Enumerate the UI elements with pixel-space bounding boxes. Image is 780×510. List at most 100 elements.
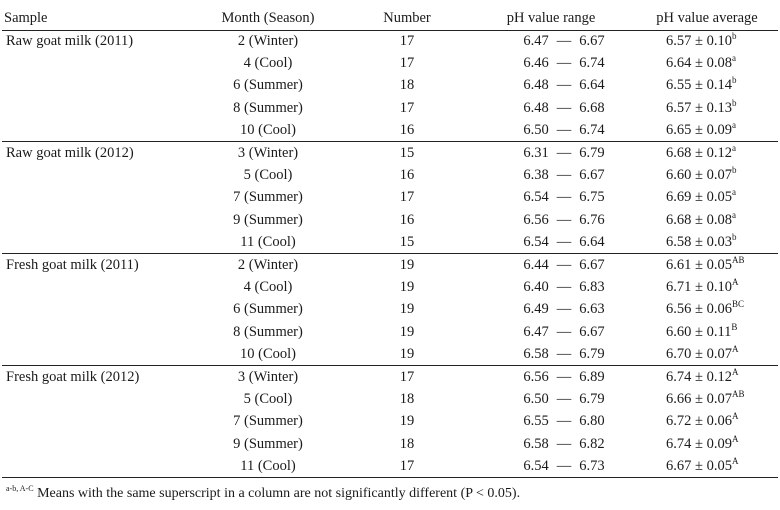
significance-superscript: A xyxy=(731,455,739,466)
range-low: 6.50 xyxy=(523,390,549,407)
range-high: 6.79 xyxy=(579,144,605,161)
range-low: 6.48 xyxy=(523,99,549,116)
cell-sample xyxy=(2,433,188,455)
average-value: 6.60 ± 0.11 xyxy=(666,323,732,340)
cell-month: 3 (Winter) xyxy=(188,141,348,165)
average-value: 6.57 ± 0.10 xyxy=(666,32,732,49)
range-separator: — xyxy=(556,256,572,273)
range-separator: — xyxy=(556,390,572,407)
average-value: 6.66 ± 0.07 xyxy=(666,390,732,407)
range-low: 6.31 xyxy=(523,144,549,161)
range-high: 6.64 xyxy=(579,233,605,250)
average-value: 6.64 ± 0.08 xyxy=(666,55,732,72)
significance-superscript: a xyxy=(731,142,736,153)
range-separator: — xyxy=(556,233,572,250)
footnote-text: Means with the same superscript in a col… xyxy=(37,486,521,501)
range-high: 6.82 xyxy=(579,435,605,452)
header-average: pH value average xyxy=(636,8,778,31)
significance-superscript: b xyxy=(731,97,737,108)
range-low: 6.38 xyxy=(523,167,549,184)
header-sample: Sample xyxy=(2,8,188,31)
cell-number: 17 xyxy=(348,365,466,389)
table-header-row: Sample Month (Season) Number pH value ra… xyxy=(2,8,778,31)
cell-number: 19 xyxy=(348,253,466,277)
cell-average: 6.74 ± 0.12A xyxy=(636,365,778,389)
range-low: 6.55 xyxy=(523,413,549,430)
cell-month: 9 (Summer) xyxy=(233,211,303,228)
range-separator: — xyxy=(556,32,572,49)
cell-number: 19 xyxy=(399,301,415,318)
cell-month: 4 (Cool) xyxy=(243,278,293,295)
cell-month: 11 (Cool) xyxy=(188,455,348,479)
significance-superscript: A xyxy=(731,411,739,422)
cell-range: 6.58 — 6.82 xyxy=(466,433,636,455)
average-value: 6.74 ± 0.09 xyxy=(666,435,732,452)
cell-average: 6.60 ± 0.07b xyxy=(636,164,778,186)
range-low: 6.54 xyxy=(523,189,549,206)
significance-superscript: a xyxy=(731,187,736,198)
cell-number: 19 xyxy=(399,413,415,430)
significance-superscript: b xyxy=(731,30,737,41)
significance-superscript: AB xyxy=(731,254,745,265)
average-value: 6.55 ± 0.14 xyxy=(666,77,732,94)
cell-average: 6.70 ± 0.07A xyxy=(636,343,778,365)
significance-superscript: AB xyxy=(731,388,745,399)
cell-sample xyxy=(2,120,188,142)
range-high: 6.63 xyxy=(579,301,605,318)
footnote-superscript: a-b, A-C xyxy=(6,484,34,493)
cell-month: 4 (Cool) xyxy=(243,55,293,72)
significance-superscript: b xyxy=(731,75,737,86)
table-row: Raw goat milk (2012) 3 (Winter) 15 6.31 — 6.7… xyxy=(2,141,778,165)
table-row: Fresh goat milk (2012) 3 (Winter) 17 6.56—6… xyxy=(2,365,778,389)
header-number: Number xyxy=(348,8,466,31)
cell-sample: Raw goat milk (2011) xyxy=(6,32,134,49)
cell-month: 10 (Cool) xyxy=(240,122,296,138)
range-low: 6.47 xyxy=(523,32,549,49)
range-separator: — xyxy=(556,435,572,452)
cell-sample xyxy=(2,75,188,97)
cell-average: 6.72 ± 0.06A xyxy=(636,411,778,433)
cell-sample xyxy=(2,164,188,186)
range-high: 6.67 xyxy=(579,32,605,49)
cell-month: 2 (Winter) xyxy=(237,32,299,49)
cell-month: 2 (Winter) xyxy=(188,253,348,277)
cell-sample xyxy=(2,209,188,231)
cell-number: 16 xyxy=(399,167,415,184)
cell-average: 6.66 ± 0.07AB xyxy=(636,388,778,410)
footnote: a-b, A-C Means with the same superscript… xyxy=(6,484,521,502)
cell-sample xyxy=(2,299,188,321)
cell-number: 17 xyxy=(348,455,466,479)
header-month: Month (Season) xyxy=(188,8,348,31)
cell-range: 6.38 — 6.67 xyxy=(466,164,636,186)
table-row: 10 (Cool) 19 6.58 — 6.79 6.70 ± 0.07A xyxy=(2,343,778,365)
range-high: 6.79 xyxy=(579,345,605,362)
table-row: 10 (Cool) 16 6.50 — 6.74 6.65 ± 0.09a xyxy=(2,120,778,142)
cell-number: 16 xyxy=(399,211,415,228)
range-high: 6.74 xyxy=(579,55,605,72)
range-low: 6.58 xyxy=(523,435,549,452)
table-row: Fresh goat milk (2011) 2 (Winter) 19 6.44—6… xyxy=(2,253,778,277)
cell-number: 18 xyxy=(399,435,415,452)
table-row: 11 (Cool) 15 6.54 — 6.64 6.58 ± 0.03b xyxy=(2,232,778,254)
header-range: pH value range xyxy=(466,8,636,31)
cell-average: 6.68 ± 0.08a xyxy=(636,209,778,231)
range-high: 6.74 xyxy=(579,122,605,138)
range-separator: — xyxy=(556,345,572,362)
cell-month: 8 (Summer) xyxy=(233,99,303,116)
range-high: 6.76 xyxy=(579,211,605,228)
cell-sample xyxy=(2,343,188,365)
cell-month: 5 (Cool) xyxy=(243,167,293,184)
significance-superscript: a xyxy=(731,120,736,130)
range-low: 6.44 xyxy=(523,256,549,273)
range-separator: — xyxy=(556,278,572,295)
cell-range: 6.56 — 6.76 xyxy=(466,209,636,231)
range-separator: — xyxy=(556,323,572,340)
significance-superscript: BC xyxy=(731,299,744,310)
range-low: 6.54 xyxy=(523,457,549,474)
range-separator: — xyxy=(556,55,572,72)
cell-average: 6.64 ± 0.08a xyxy=(636,52,778,74)
significance-superscript: a xyxy=(731,53,736,64)
average-value: 6.72 ± 0.06 xyxy=(666,413,732,430)
table-row: Raw goat milk (2011) 2 (Winter) 17 6.47 — 6.6… xyxy=(2,30,778,52)
cell-sample xyxy=(2,97,188,119)
